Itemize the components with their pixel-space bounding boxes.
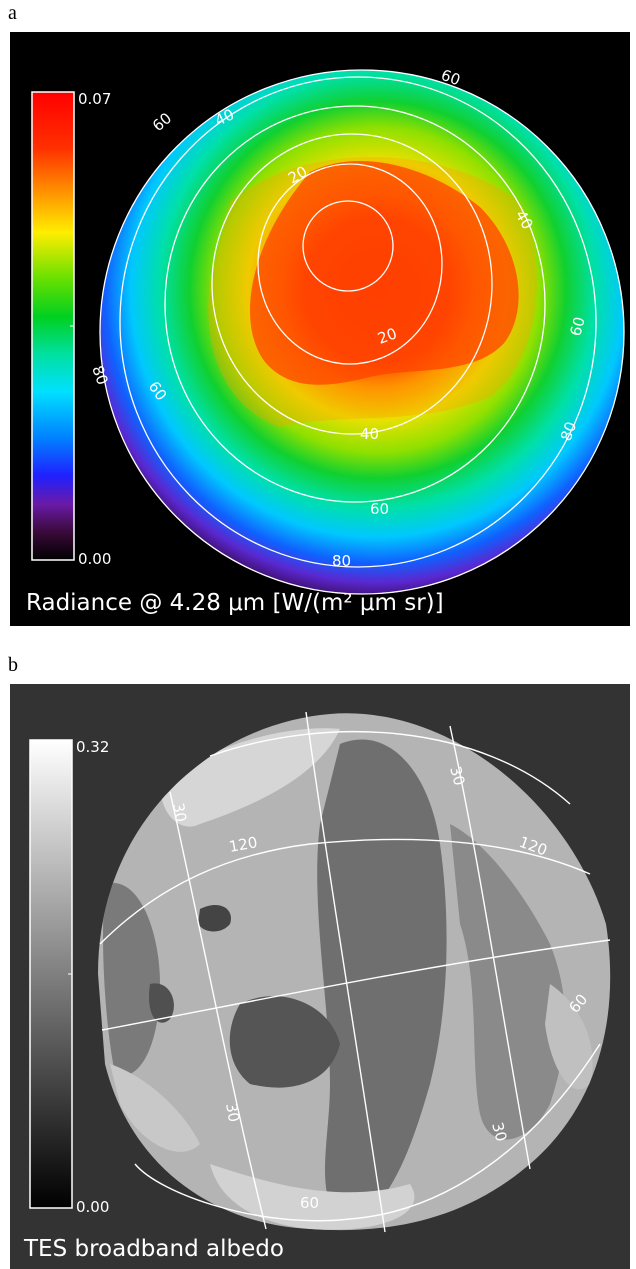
panel-a-letter: a bbox=[8, 2, 17, 24]
grid-label: 30 bbox=[222, 1102, 243, 1124]
contour-label: 40 bbox=[360, 425, 379, 443]
albedo-map: 30 30 120 120 60 30 30 60 bbox=[29, 711, 611, 1233]
colorbar-min-label: 0.00 bbox=[76, 1198, 110, 1216]
contour-label: 60 bbox=[149, 109, 175, 135]
grid-label: 60 bbox=[300, 1194, 319, 1212]
grid-lines bbox=[99, 711, 611, 1233]
albedo-colorbar bbox=[29, 739, 73, 1209]
contour-label: 20 bbox=[375, 324, 399, 347]
contour-label: 80 bbox=[332, 552, 351, 570]
grid-label: 30 bbox=[446, 764, 468, 787]
radiance-colorbar bbox=[31, 91, 75, 561]
albedo-caption: TES broadband albedo bbox=[24, 1236, 284, 1262]
albedo-panel: 30 30 120 120 60 30 30 60 0.32 0.00 TES … bbox=[10, 684, 630, 1269]
grid-label: 120 bbox=[228, 833, 259, 856]
colorbar-max-label: 0.07 bbox=[78, 90, 112, 108]
contour-label: 60 bbox=[370, 500, 389, 518]
contour-label: 80 bbox=[88, 363, 111, 387]
grid-label: 30 bbox=[488, 1120, 510, 1143]
colorbar-max-label: 0.32 bbox=[76, 738, 110, 756]
radiance-panel: 60 40 20 20 40 60 80 60 40 60 80 60 80 0… bbox=[10, 32, 630, 626]
mid-radiance-region bbox=[208, 157, 537, 427]
contour-lines bbox=[99, 69, 625, 595]
panel-b-letter: b bbox=[8, 654, 18, 676]
radiance-map: 60 40 20 20 40 60 80 60 40 60 80 60 80 bbox=[31, 66, 625, 595]
contour-label: 60 bbox=[566, 315, 588, 338]
grid-label: 30 bbox=[169, 802, 190, 824]
contour-label: 80 bbox=[557, 419, 580, 443]
radiance-caption: Radiance @ 4.28 μm [W/(m² μm sr)] bbox=[26, 590, 444, 616]
albedo-features bbox=[103, 728, 593, 1230]
contour-label: 60 bbox=[439, 66, 463, 89]
colorbar-min-label: 0.00 bbox=[78, 550, 112, 568]
